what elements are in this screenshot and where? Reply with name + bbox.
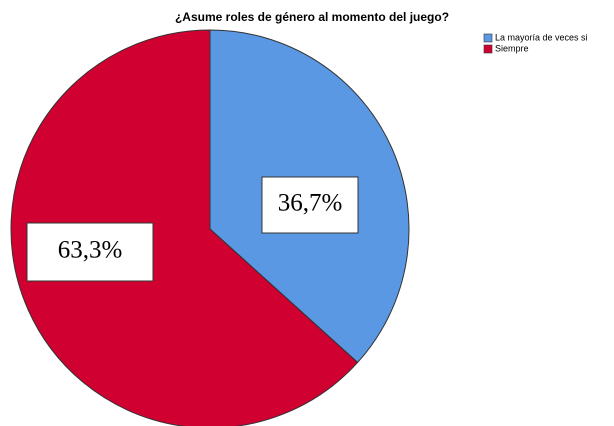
label-box <box>261 176 359 234</box>
legend-label: Siempre <box>495 43 529 53</box>
chart-title: ¿Asume roles de género al momento del ju… <box>175 10 449 24</box>
data-label: 36,7% <box>278 190 343 217</box>
pie-slice <box>10 29 359 426</box>
legend-swatch <box>483 33 493 43</box>
data-label: 63,3% <box>58 237 123 264</box>
legend-swatch <box>483 44 493 54</box>
label-box <box>26 222 154 282</box>
legend-label: La mayoría de veces si <box>495 32 588 42</box>
